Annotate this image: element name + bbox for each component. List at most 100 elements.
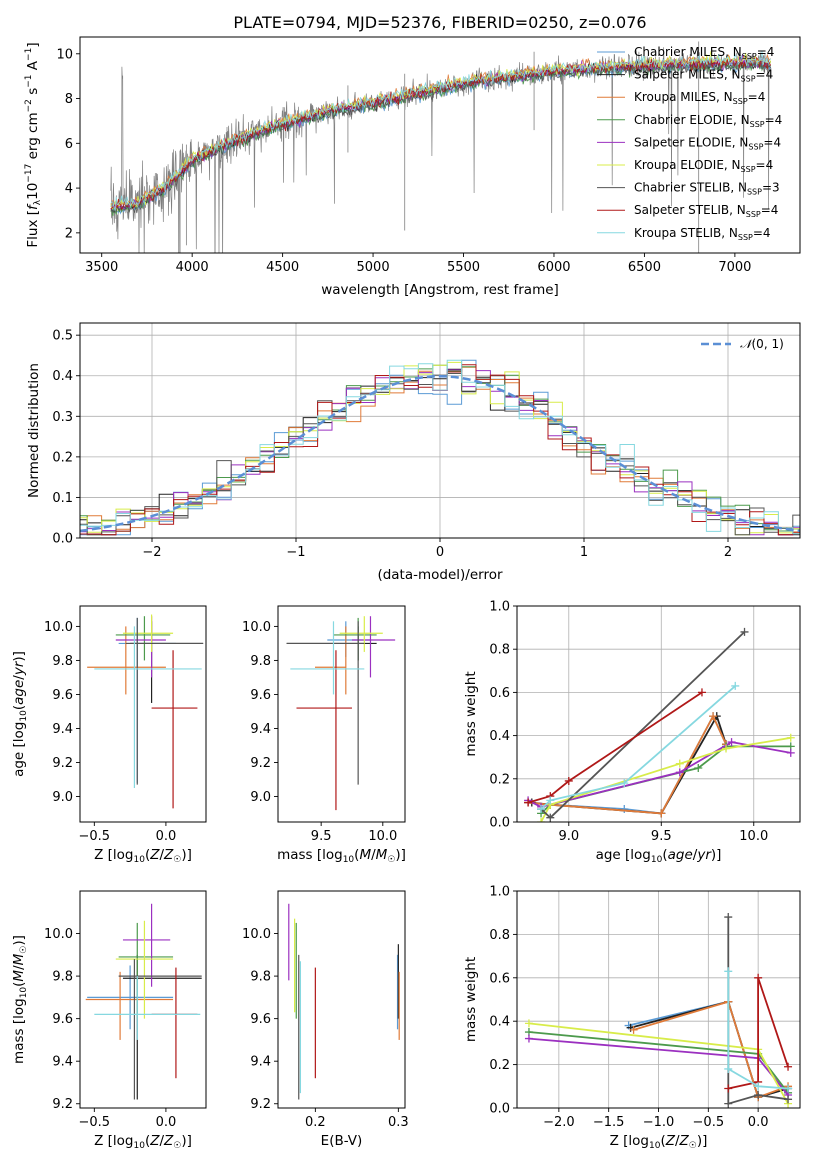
spectrum-plot: 3500 4000 4500 5000 5500 6000 6500 7000 2 4 6 8 10 wa… [24,36,801,298]
x-tick-label: 9.0 [558,829,579,844]
age-vs-mass-plot: 9.5 10.0 9.0 9.2 9.4 9.6 9.8 10.0 mass [log10(M/… [242,605,406,865]
plot-frame [277,605,406,823]
y-tick-label: 1.0 [489,600,510,615]
y-tick-label: 0.4 [52,369,73,384]
weight-marker [546,796,555,805]
weight-marker [731,681,740,690]
x-tick-label: 5500 [447,260,480,275]
y-tick-label: 1.0 [489,885,510,900]
x-axis-label: mass [log10(M/M☉)] [277,847,406,865]
legend-label: Chabrier ELODIE, NSSP=4 [634,113,782,129]
weight-marker [724,1099,733,1108]
y-tick-label: 0.6 [489,971,510,986]
y-tick-label: 0.6 [489,686,510,701]
x-tick-label: −0.5 [79,1115,111,1130]
weight-marker [754,973,763,982]
y-tick-label: 10.0 [242,620,271,635]
weight-marker [537,818,546,822]
legend-label: 𝒩(0, 1) [740,337,784,351]
x-axis-label: Z [log10(Z/Z☉)] [94,847,192,865]
mass-vs-metallicity-plot: −0.5 0.0 9.2 9.4 9.6 9.8 10.0 Z [log10(Z/Z☉)] ma… [11,890,207,1151]
x-tick-label: 6000 [537,260,570,275]
weight-series-chabrier-stelib [540,631,746,819]
y-tick-label: 9.8 [52,970,73,985]
weight-marker [620,805,629,814]
clip-group [110,41,772,253]
x-tick-label: 0.0 [748,1115,769,1130]
y-tick-label: 0.2 [52,450,73,465]
clip-group [524,913,793,1108]
x-tick-label: 2 [724,545,732,560]
y-tick-label: 0.2 [489,1058,510,1073]
x-tick-label: 0.3 [388,1115,409,1130]
x-tick-label: 10.0 [368,829,397,844]
y-tick-label: 0.8 [489,643,510,658]
x-tick-label: 3500 [85,260,118,275]
y-tick-label: 0.8 [489,928,510,943]
x-axis-label: wavelength [Angstrom, rest frame] [321,282,559,298]
y-tick-label: 0.4 [489,1015,510,1030]
y-tick-label: 9.6 [52,1012,73,1027]
y-tick-label: 9.0 [250,790,271,805]
y-tick-label: 0.4 [489,729,510,744]
weight-marker [657,809,666,818]
y-axis-label: Flux [fλ10−17 erg cm−2 s−1 A−1] [24,42,43,247]
clip-group [80,359,800,536]
weight-marker [694,764,703,772]
histogram-kroupa-stelib [80,359,800,535]
y-tick-label: 10 [56,47,73,62]
y-tick-label: 2 [65,226,73,241]
weight-vs-age-plot: 9.0 9.5 10.0 0.0 0.2 0.4 0.6 0.8 1.0 age [log10(a… [463,600,801,865]
y-tick-label: 0.5 [52,329,73,344]
weight-marker [727,738,736,747]
x-axis-label: E(B-V) [321,1133,363,1149]
histogram-kroupa-elodie [80,361,800,536]
y-tick-label: 0.0 [52,532,73,547]
x-tick-label: −2 [142,545,161,560]
weight-marker [537,805,546,814]
legend-label: Chabrier STELIB, NSSP=3 [634,181,780,197]
legend-label: Salpeter ELODIE, NSSP=4 [634,135,781,151]
x-tick-label: 7000 [718,260,751,275]
y-tick-label: 4 [65,182,73,197]
weight-marker [754,1082,763,1091]
weight-marker [724,967,733,976]
weight-marker [786,733,795,742]
weight-marker [709,712,718,721]
y-axis-label: age [log10(age/yr)] [11,651,29,777]
y-tick-label: 0.1 [52,491,73,506]
plot-frame [79,890,207,1109]
y-tick-label: 10.0 [242,927,271,942]
weight-marker [784,1084,793,1093]
x-tick-label: 4500 [266,260,299,275]
plot-frame [277,890,406,1109]
y-tick-label: 10.0 [44,620,73,635]
x-axis-label: Z [log10(Z/Z☉)] [610,1133,708,1151]
weight-marker [786,748,795,757]
weight-marker [620,779,629,788]
weight-series-kroupa-elodie [540,736,791,822]
y-axis-label: mass weight [463,671,479,756]
y-axis-label: mass weight [463,957,479,1042]
weight-marker [722,744,731,753]
y-tick-label: 9.2 [52,1097,73,1112]
weight-marker [524,798,533,807]
x-tick-label: −1 [286,545,305,560]
y-tick-label: 9.2 [250,756,271,771]
x-axis-label: Z [log10(Z/Z☉)] [94,1133,192,1151]
y-axis-label: Normed distribution [26,363,42,498]
age-vs-metallicity-plot: −0.5 0.0 9.0 9.2 9.4 9.6 9.8 10.0 Z [log10(Z/Z☉)… [11,605,207,865]
y-tick-label: 8 [65,92,73,107]
y-tick-label: 9.4 [52,1055,73,1070]
weight-marker [546,813,555,822]
legend-label: Kroupa ELODIE, NSSP=4 [634,158,773,174]
y-tick-label: 0.0 [489,1102,510,1117]
y-tick-label: 9.6 [250,1012,271,1027]
weight-marker [564,776,573,785]
legend-label: Salpeter MILES, NSSP=4 [634,68,773,84]
weight-marker [524,1034,533,1043]
weight-series-salpeter-stelib [728,977,789,1090]
y-tick-label: 6 [65,137,73,152]
plot-frame [516,605,801,823]
weight-marker [784,1095,793,1104]
